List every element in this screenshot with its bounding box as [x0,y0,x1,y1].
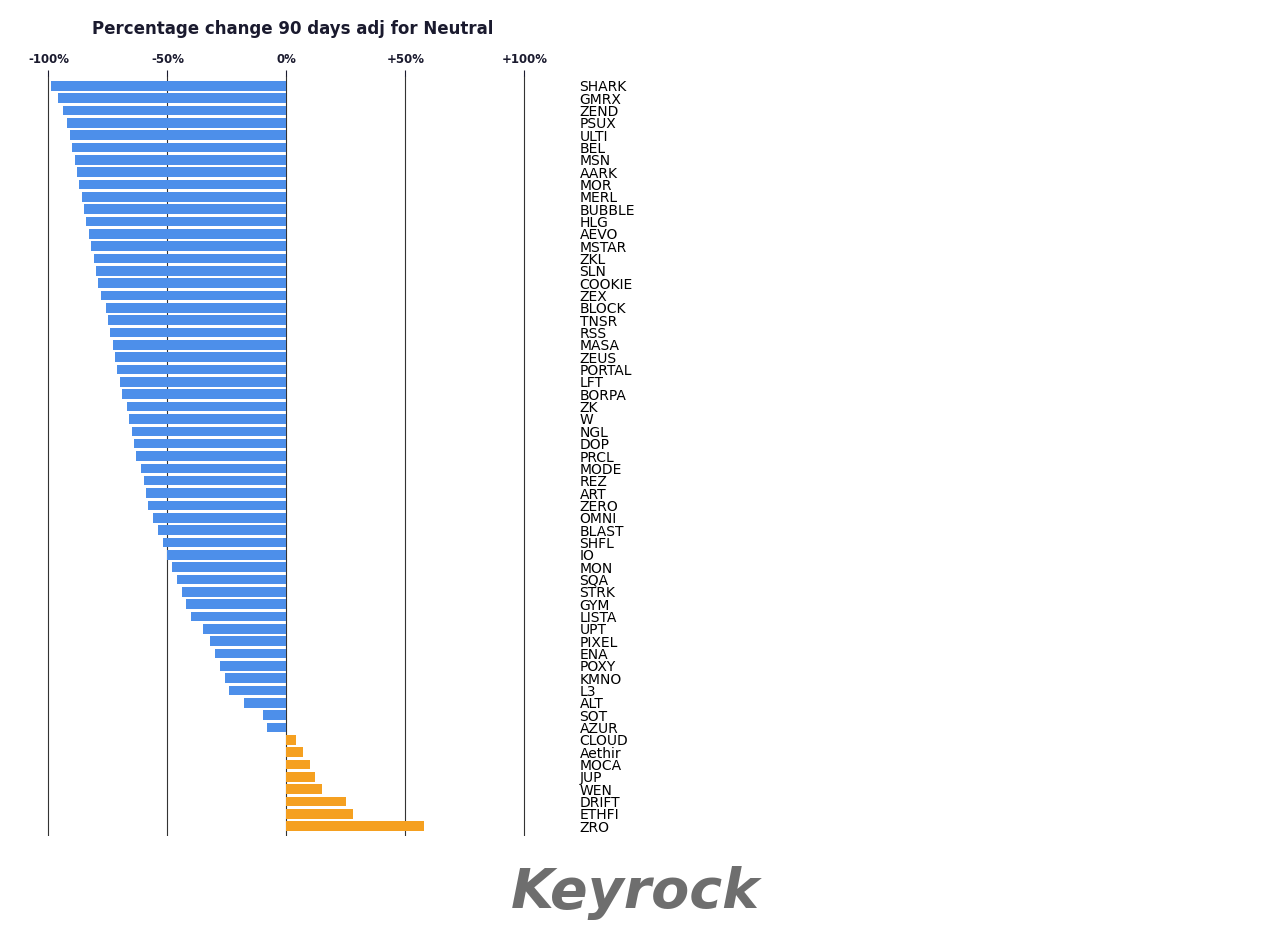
Bar [229,686,286,695]
Bar [172,562,286,572]
Bar [72,142,286,152]
Bar [100,291,286,300]
Bar [116,352,286,362]
Bar [75,155,286,164]
Bar [286,785,322,794]
Bar [182,587,286,597]
Bar [286,797,346,807]
Bar [133,439,286,448]
Bar [187,599,286,609]
Bar [286,735,296,745]
Bar [81,192,286,201]
Bar [203,624,286,634]
Bar [94,254,286,263]
Bar [136,451,286,461]
Bar [111,328,286,337]
Bar [97,266,286,275]
Bar [286,748,302,757]
Bar [84,204,286,214]
Bar [130,414,286,424]
Bar [58,93,286,103]
Bar [146,488,286,498]
Bar [286,772,315,782]
Bar [89,229,286,238]
Bar [210,636,286,646]
Bar [62,105,286,115]
Bar [122,390,286,399]
Bar [78,167,286,177]
Bar [67,118,286,127]
Bar [144,476,286,485]
Bar [70,130,286,140]
Bar [286,809,353,819]
Bar [191,612,286,621]
Bar [119,377,286,387]
Bar [98,278,286,288]
Bar [92,241,286,251]
Bar [79,180,286,189]
Bar [267,723,286,732]
Bar [86,217,286,226]
Bar [163,538,286,547]
Bar [220,661,286,671]
Bar [168,550,286,560]
Bar [158,525,286,535]
Title: Percentage change 90 days adj for Neutral: Percentage change 90 days adj for Neutra… [92,20,493,38]
Bar [177,575,286,584]
Bar [225,674,286,683]
Bar [113,340,286,350]
Bar [108,315,286,325]
Bar [127,402,286,411]
Bar [105,303,286,313]
Bar [141,464,286,473]
Bar [215,649,286,658]
Text: Keyrock: Keyrock [511,866,760,920]
Bar [263,711,286,720]
Bar [286,822,425,831]
Bar [244,698,286,708]
Bar [117,365,286,374]
Bar [149,501,286,510]
Bar [286,760,310,770]
Bar [132,427,286,436]
Bar [51,81,286,90]
Bar [153,513,286,522]
